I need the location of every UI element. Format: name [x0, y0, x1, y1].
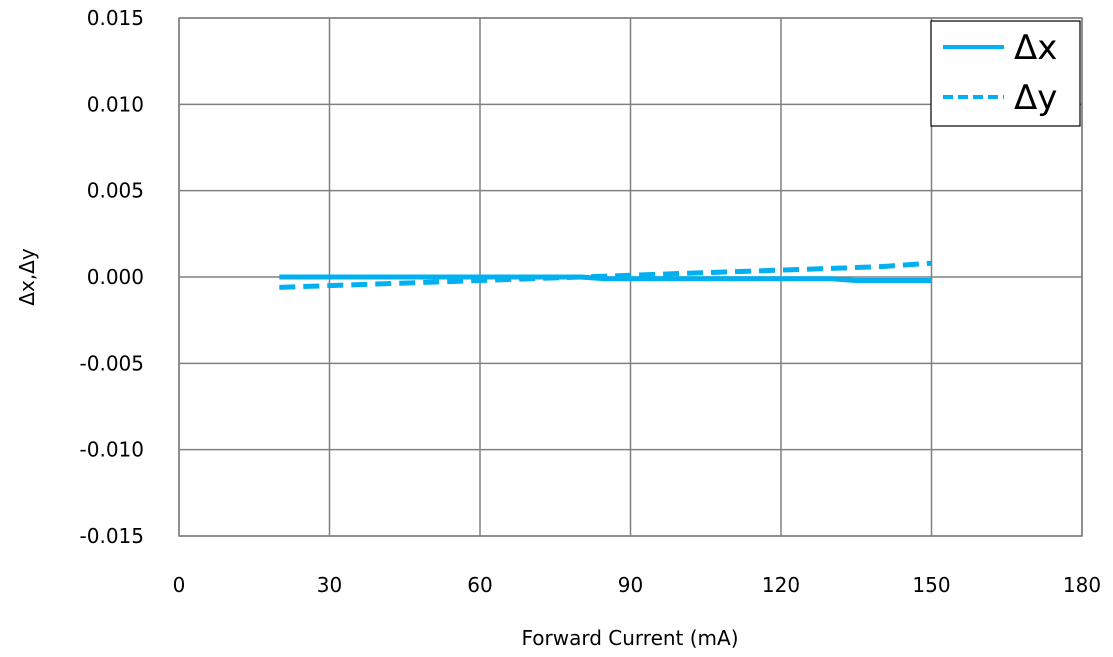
x-tick-label: 120	[762, 573, 800, 597]
series-line-dy	[279, 260, 932, 290]
y-tick-label: 0.000	[87, 265, 144, 289]
x-tick-label: 180	[1063, 573, 1101, 597]
y-tick-labels: -0.015 -0.010 -0.005 0.000 0.005 0.010 0.015	[80, 6, 144, 548]
legend-label-dy: Δy	[1014, 78, 1057, 118]
x-tick-label: 150	[912, 573, 950, 597]
y-tick-label: 0.010	[87, 92, 144, 116]
series-lines	[279, 260, 932, 290]
legend-box	[930, 20, 1081, 127]
y-tick-label: -0.015	[80, 524, 144, 548]
x-tick-label: 30	[317, 573, 342, 597]
plot-border	[178, 17, 1083, 537]
legend: Δx Δy	[930, 20, 1081, 127]
y-tick-label: 0.005	[87, 179, 144, 203]
y-tick-label: 0.015	[87, 6, 144, 30]
y-tick-label: -0.005	[80, 351, 144, 375]
series-line-dx	[279, 274, 932, 283]
x-axis-title: Forward Current (mA)	[521, 626, 738, 650]
y-tick-label: -0.010	[80, 438, 144, 462]
legend-label-dx: Δx	[1014, 28, 1057, 68]
x-tick-label: 60	[467, 573, 492, 597]
x-tick-label: 0	[173, 573, 186, 597]
x-tick-labels: 0 30 60 90 120 150 180	[173, 573, 1101, 597]
y-axis-title: Δx,Δy	[15, 248, 39, 306]
x-tick-label: 90	[618, 573, 643, 597]
legend-items: Δx Δy	[943, 28, 1057, 118]
